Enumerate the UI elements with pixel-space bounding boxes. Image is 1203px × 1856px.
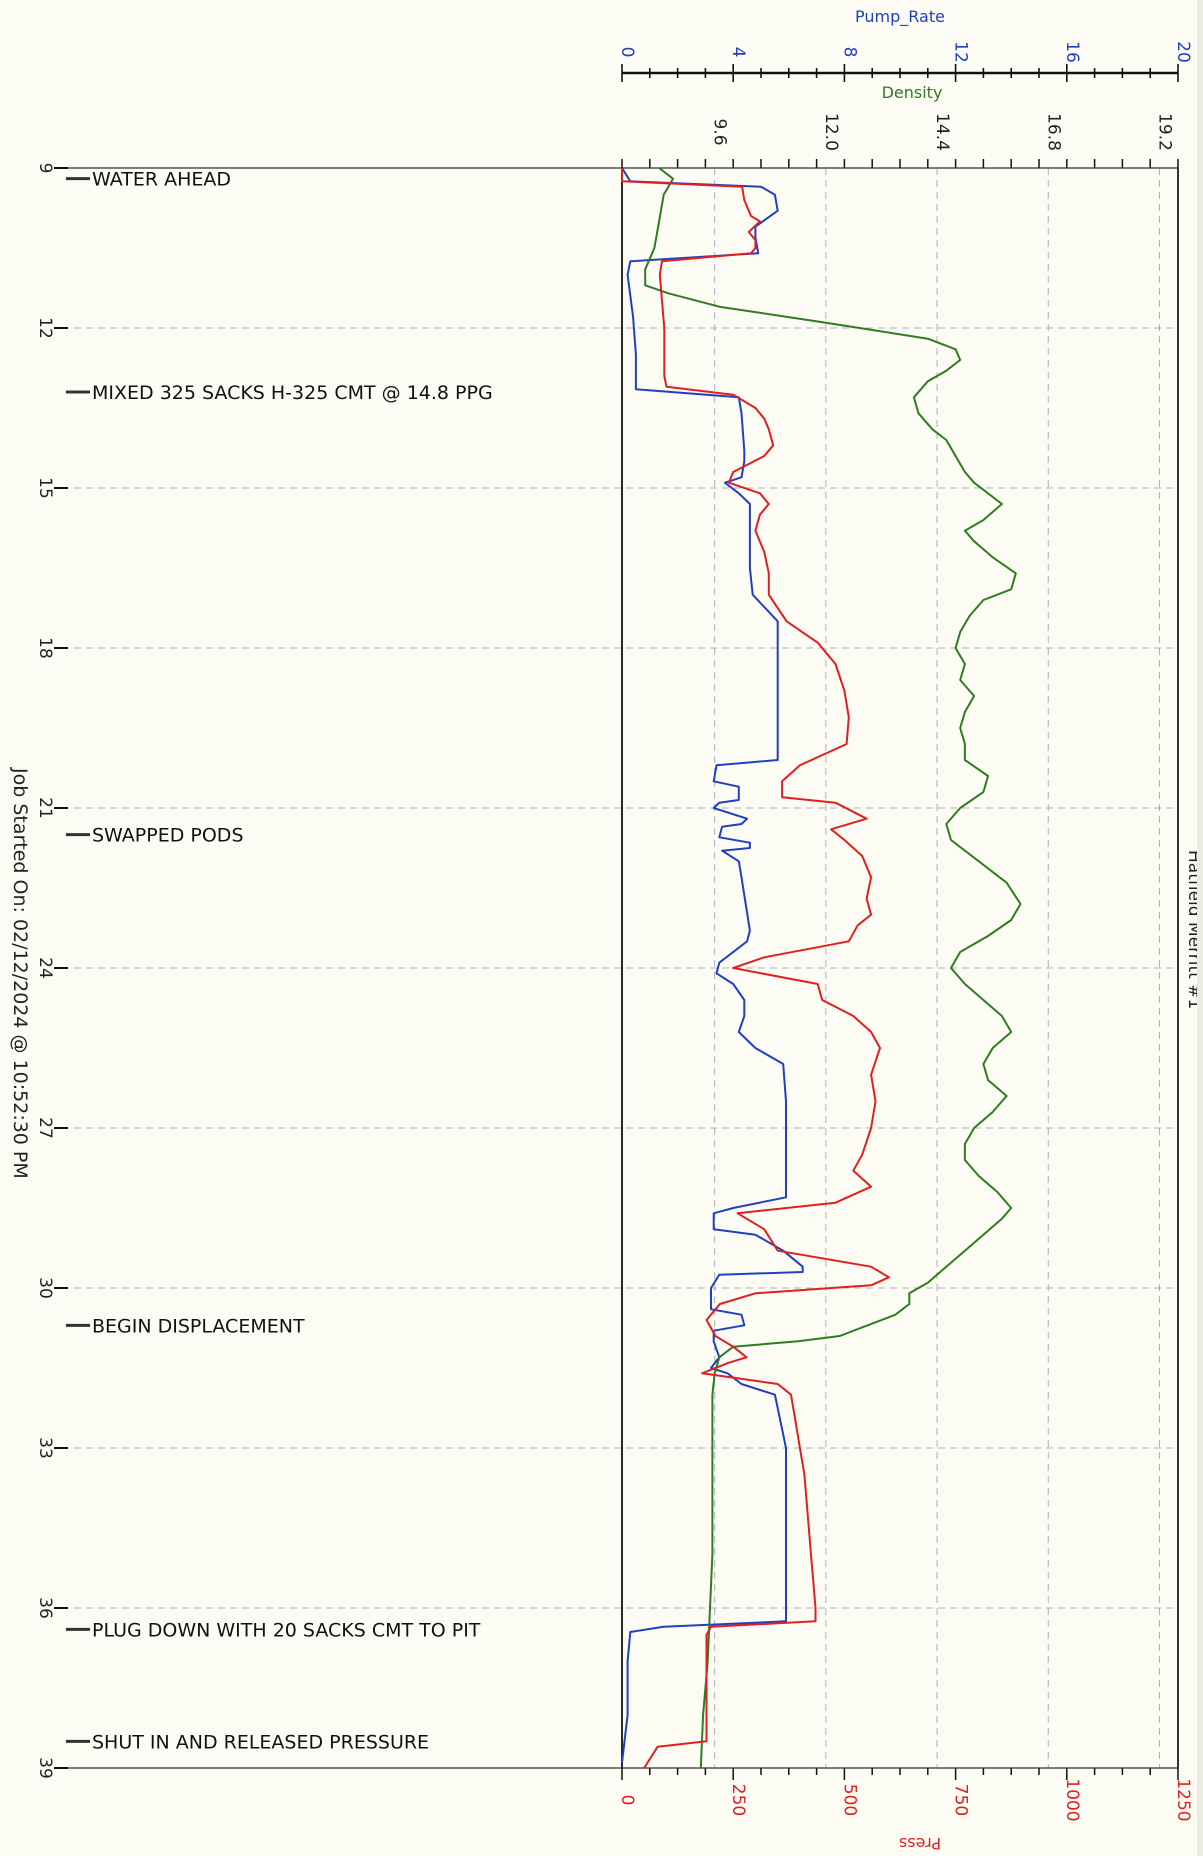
- job-started-label: Job Started On: 02/12/2024 @ 10:52:30 PM: [9, 767, 31, 1179]
- scan-edge: [1197, 0, 1203, 1856]
- pressure-axis: 0 250 500 750 1000 1250 Press: [617, 1768, 1193, 1853]
- density-axis-title: Density: [882, 83, 943, 102]
- density-tick-label: 14.4: [932, 113, 952, 151]
- time-tick-label: 18: [35, 637, 55, 659]
- pressure-tick-label: 750: [951, 1784, 971, 1816]
- pump-tick-label: 0: [617, 47, 637, 58]
- time-tick-label: 33: [35, 1437, 55, 1459]
- pump-rate-series-line: [621, 167, 804, 1763]
- pump-axis-title: Pump_Rate: [855, 7, 945, 27]
- density-tick-label: 12.0: [821, 113, 841, 151]
- event-label: WATER AHEAD: [92, 169, 231, 191]
- time-tick-label: 9: [35, 163, 55, 174]
- event-markers: WATER AHEAD MIXED 325 SACKS H-325 CMT @ 1…: [66, 169, 493, 1753]
- time-tick-label: 15: [35, 477, 55, 499]
- event-label: SHUT IN AND RELEASED PRESSURE: [92, 1731, 429, 1753]
- grid-lines: [62, 167, 1178, 1769]
- pressure-tick-label: 250: [728, 1784, 748, 1816]
- pressure-tick-label: 1000: [1062, 1778, 1082, 1821]
- time-tick-label: 30: [35, 1277, 55, 1299]
- density-tick-label: 9.6: [710, 118, 730, 145]
- pump-tick-label: 8: [839, 47, 859, 58]
- pressure-tick-label: 0: [617, 1795, 637, 1806]
- pump-tick-label: 4: [728, 47, 748, 58]
- series-group: [621, 167, 1022, 1769]
- time-tick-label: 12: [35, 317, 55, 339]
- pressure-tick-label: 1250: [1173, 1778, 1193, 1821]
- density-tick-label: 19.2: [1154, 113, 1174, 151]
- time-tick-label: 39: [35, 1757, 55, 1779]
- time-tick-label: 24: [35, 957, 55, 979]
- density-tick-label: 16.8: [1043, 113, 1063, 151]
- density-axis: Density 9.6 12.0 14.4 16.8 19.2: [621, 83, 1179, 168]
- event-label: BEGIN DISPLACEMENT: [92, 1315, 305, 1337]
- event-label: MIXED 325 SACKS H-325 CMT @ 14.8 PPG: [92, 382, 493, 404]
- time-axis: 9 12 15 18 21 24 27 30 33 36 39: [35, 163, 68, 1779]
- pressure-series-line: [621, 168, 890, 1769]
- plot-frame: [62, 167, 1179, 1769]
- time-tick-label: 36: [35, 1597, 55, 1619]
- density-series-line: [644, 167, 1022, 1769]
- time-tick-label: 27: [35, 1117, 55, 1139]
- event-label: SWAPPED PODS: [92, 825, 244, 847]
- well-label: Hatfield Merritt #1: [1184, 850, 1197, 1009]
- event-label: PLUG DOWN WITH 20 SACKS CMT TO PIT: [92, 1619, 481, 1641]
- time-tick-label: 21: [35, 797, 55, 819]
- pump-rate-axis: 0 4 8 12 16 20 Pump_Rate: [617, 7, 1193, 82]
- pump-tick-label: 20: [1173, 41, 1193, 63]
- pressure-tick-label: 500: [839, 1784, 859, 1816]
- pump-tick-label: 12: [951, 41, 971, 63]
- pressure-axis-title: Press: [899, 1834, 941, 1853]
- pump-tick-label: 16: [1062, 41, 1082, 63]
